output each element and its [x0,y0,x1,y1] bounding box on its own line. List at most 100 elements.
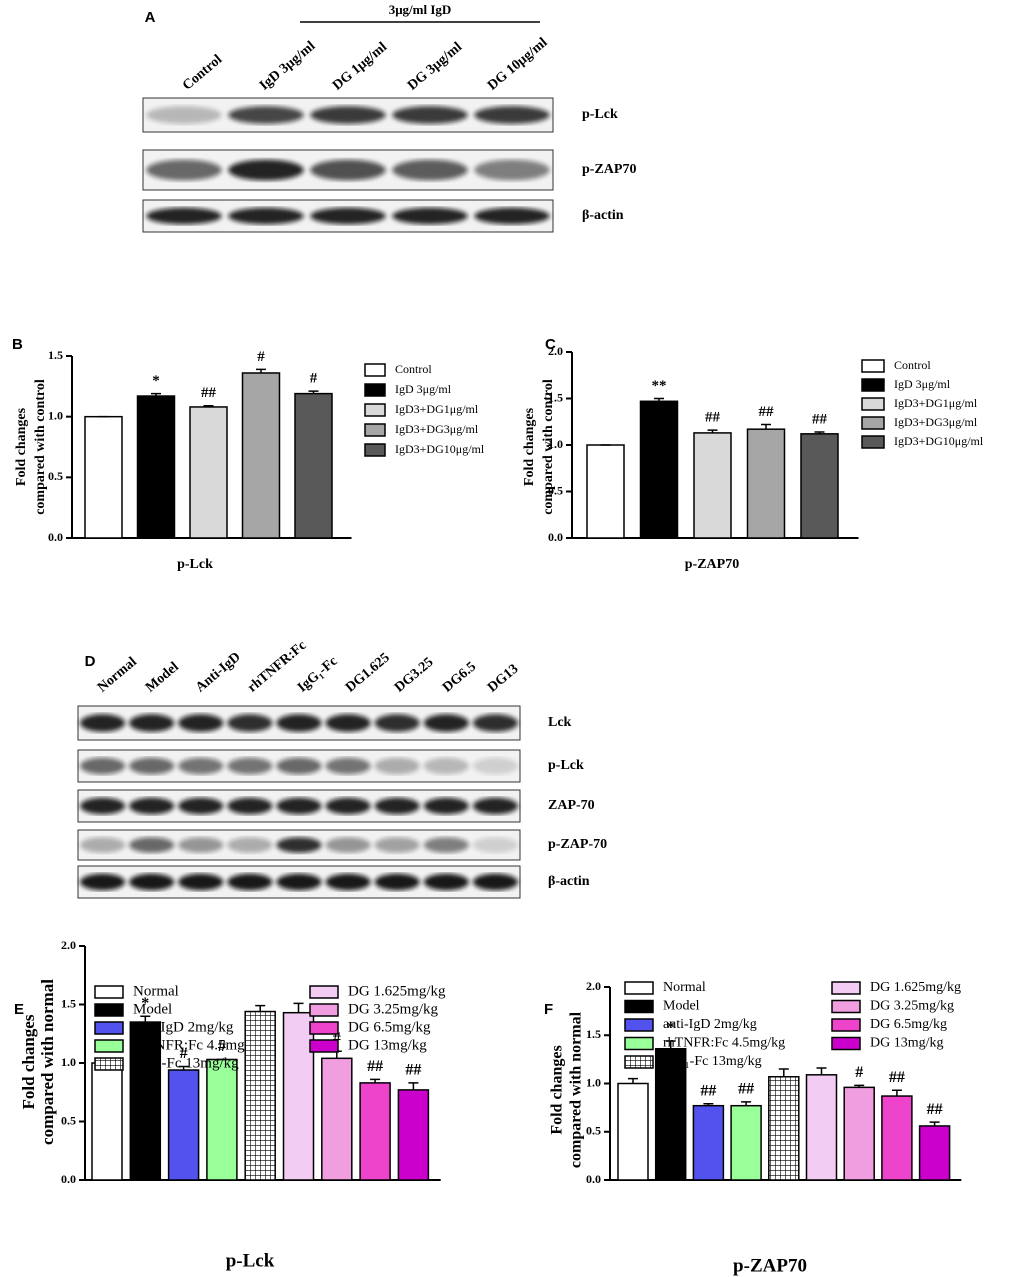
significance-label: ## [889,1069,905,1086]
blot-band [474,159,550,181]
lane-label: Control [180,52,225,93]
row-label: p-Lck [548,758,584,773]
error-bar [761,423,771,430]
error-bar [703,1103,714,1106]
legend-label: Normal [133,983,179,999]
bar [617,1082,649,1181]
legend-swatch [94,985,124,999]
blot-band [276,873,322,891]
legend-label: Control [894,358,931,372]
blot-band [423,837,469,853]
blot-band [178,873,224,891]
blot-band [310,159,386,181]
error-bar [293,1002,304,1013]
legend-swatch [94,1003,124,1017]
error-bar [816,1067,827,1075]
legend-swatch [861,416,885,430]
bar [586,444,625,539]
blot-band [129,837,175,853]
blot-band [325,714,371,732]
panel-label: E [14,1001,24,1018]
x-axis-label: p-ZAP70 [685,557,739,572]
y-tick-label: 2.0 [586,979,601,993]
legend-swatch [624,999,654,1014]
blot-band [310,207,386,225]
blot-band [276,714,322,732]
legend-label: IgG₁-Fc 13mg/kg [663,1054,762,1069]
error-bar [854,1084,865,1088]
bar [730,1104,762,1181]
bar [91,1062,123,1181]
blot-band [178,714,224,732]
blot-band [129,797,175,815]
lane-label: DG13 [485,662,521,696]
bar [359,1082,391,1181]
legend-swatch [94,1021,124,1035]
y-tick-label: 0.5 [61,1113,76,1127]
blot-band [423,873,469,891]
blot-band [374,873,420,891]
bar [294,392,333,539]
legend-label: rhTNFR:Fc 4.5mg/kg [133,1037,264,1053]
error-bar [665,1040,676,1049]
legend-swatch [364,403,386,417]
row-label: Lck [548,715,572,730]
blot-band [325,757,371,775]
y-tick-label: 0.0 [48,530,63,544]
error-bar [741,1101,752,1106]
blot-band [79,797,126,815]
significance-label: ## [700,1082,716,1099]
y-tick-label: 1.5 [586,1027,601,1041]
y-tick-label: 2.0 [548,344,563,358]
error-bar [203,404,214,407]
panel-label: B [12,336,23,353]
legend-label: IgD3+DG3μg/ml [894,415,978,429]
significance-label: ** [652,378,667,394]
y-axis-label: Fold changes [549,1045,566,1134]
blot-band [79,837,126,853]
significance-label: ## [812,411,828,427]
blot-band [178,797,224,815]
y-tick-label: 0.0 [61,1172,76,1186]
blot-band [472,837,519,853]
bar [84,415,123,539]
y-axis-label: Fold changes [14,407,29,486]
lane-label: DG1.625 [343,650,393,695]
y-tick-label: 0.5 [586,1124,601,1138]
bar [167,1069,200,1181]
legend-label: DG 1.625mg/kg [348,983,446,999]
bar [918,1125,951,1181]
blot-band [79,757,126,775]
y-tick-label: 1.0 [548,437,563,451]
blot-band [228,159,304,181]
blot-header: 3μg/ml IgD [389,2,452,17]
y-tick-label: 1.5 [548,390,563,404]
significance-label: ## [405,1062,421,1079]
significance-label: ## [367,1058,383,1075]
blot-band [227,837,273,853]
legend-swatch [861,359,885,373]
significance-label: * [141,995,149,1012]
legend-label: DG 1.625mg/kg [870,980,961,995]
error-bar [408,1082,419,1090]
legend-label: anti-IgD 2mg/kg [133,1019,234,1035]
blot-band [423,714,469,732]
significance-label: ## [201,385,217,401]
lane-label: IgG₁-Fc [295,654,341,696]
legend-label: IgD3+DG10μg/ml [395,442,485,456]
panel-label: F [544,1001,553,1018]
error-bar [929,1121,940,1126]
x-axis-label: p-Lck [226,1250,275,1271]
blot-band [129,757,175,775]
bar [136,395,176,539]
significance-label: # [257,349,265,365]
lane-label: Model [143,659,182,695]
legend-label: Normal [663,980,706,995]
legend-label: IgD 3μg/ml [894,377,951,391]
blot-band [146,207,222,225]
blot-band [472,797,519,815]
blot-band [178,757,224,775]
bar [746,428,786,539]
blot-band [474,106,550,124]
legend-swatch [364,443,386,457]
